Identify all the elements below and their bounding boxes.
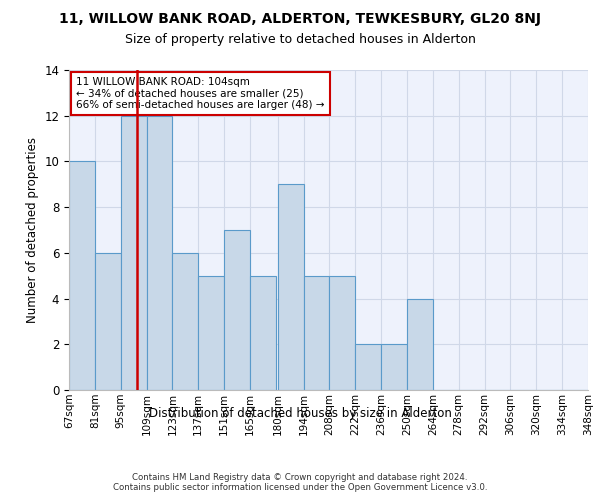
Bar [95, 253, 121, 390]
Bar [198, 276, 224, 390]
Bar [381, 344, 407, 390]
Text: Size of property relative to detached houses in Alderton: Size of property relative to detached ho… [125, 32, 475, 46]
Bar [69, 162, 95, 390]
Bar [146, 116, 172, 390]
Bar [278, 184, 304, 390]
Bar [121, 116, 146, 390]
Text: 11 WILLOW BANK ROAD: 104sqm
← 34% of detached houses are smaller (25)
66% of sem: 11 WILLOW BANK ROAD: 104sqm ← 34% of det… [76, 77, 325, 110]
Bar [250, 276, 276, 390]
Bar [224, 230, 250, 390]
Bar [407, 298, 433, 390]
Bar [329, 276, 355, 390]
Bar [355, 344, 381, 390]
Text: Distribution of detached houses by size in Alderton: Distribution of detached houses by size … [149, 408, 451, 420]
Bar [172, 253, 198, 390]
Text: Contains HM Land Registry data © Crown copyright and database right 2024.
Contai: Contains HM Land Registry data © Crown c… [113, 473, 487, 492]
Bar [304, 276, 329, 390]
Y-axis label: Number of detached properties: Number of detached properties [26, 137, 39, 323]
Text: 11, WILLOW BANK ROAD, ALDERTON, TEWKESBURY, GL20 8NJ: 11, WILLOW BANK ROAD, ALDERTON, TEWKESBU… [59, 12, 541, 26]
